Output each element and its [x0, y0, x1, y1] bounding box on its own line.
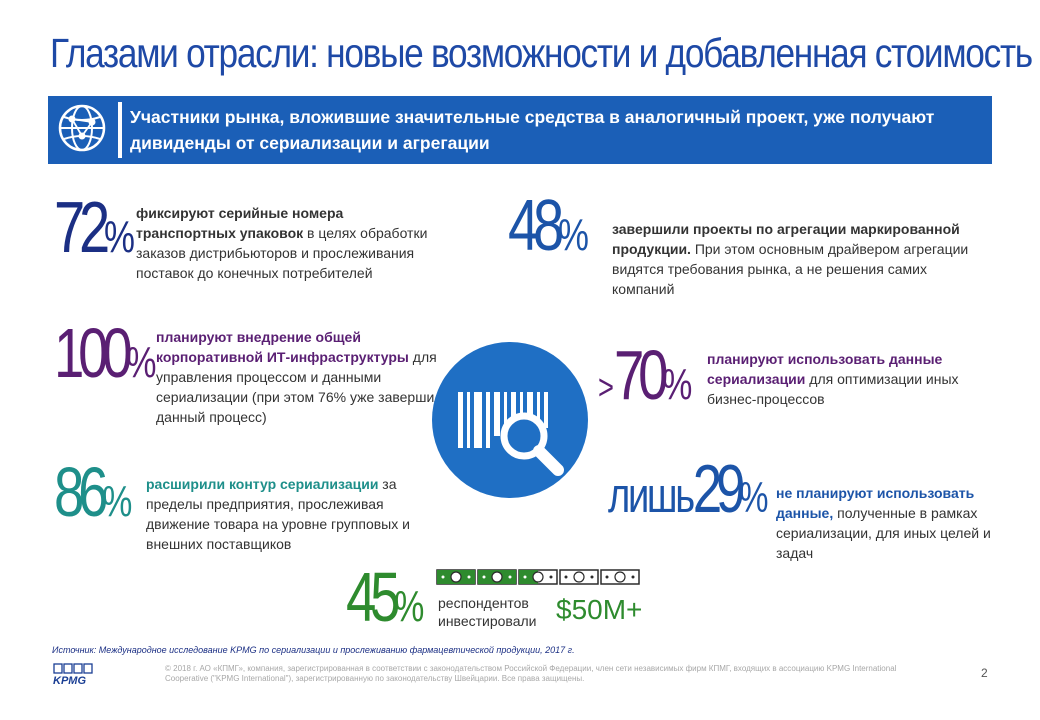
- stat-86-rest: за пределы предприятия, прослеживая движ…: [146, 476, 410, 552]
- stat-100-rest: для управления процессом и данными сериа…: [156, 349, 451, 425]
- stat-100-bold: планируют внедрение общей корпоративной …: [156, 329, 409, 365]
- stat-29-rest: полученные в рамках сериализации, для ин…: [776, 505, 991, 561]
- stat-45-text: респондентов инвестировали: [438, 595, 537, 629]
- stat-70-number: >70%: [598, 336, 692, 414]
- kpmg-logo: KPMG: [53, 663, 93, 685]
- stat-72-rest: в целях обработки заказов дистрибьюторов…: [136, 225, 428, 281]
- money-note-icon: [600, 569, 640, 585]
- stat-70-bold: планируют использовать данные сериализац…: [707, 351, 943, 387]
- stat-29-number: лишь29%: [608, 451, 769, 527]
- stat-72-bold: фиксируют серийные номера транспортных у…: [136, 205, 344, 241]
- stat-72-text-top: фиксируют серийные номера транспортных у…: [136, 203, 446, 283]
- stat-70-rest: для оптимизации иных бизнес-процессов: [707, 371, 959, 407]
- banner-message: Участники рынка, вложившие значительные …: [130, 107, 935, 153]
- globe-network-icon: [58, 104, 106, 152]
- stat-29-text: не планируют использовать данные, получе…: [776, 483, 1006, 563]
- stat-86-text: расширили контур сериализации за пределы…: [146, 474, 436, 554]
- stat-45-amount: $50M+: [556, 594, 643, 625]
- stat-100-number: 100%: [54, 314, 156, 392]
- stat-100-text: планируют внедрение общей корпоративной …: [156, 327, 456, 427]
- money-note-icon: [436, 569, 476, 585]
- stat-45-number: 45%: [346, 558, 424, 636]
- stat-72-number: 72%: [54, 188, 135, 268]
- stat-86-bold: расширили контур сериализации: [146, 476, 379, 492]
- stat-48-bold: завершили проекты по агрегации маркирова…: [612, 221, 960, 257]
- stat-86-number: 86%: [54, 453, 132, 531]
- stat-48-text: завершили проекты по агрегации маркирова…: [612, 219, 992, 299]
- key-message-banner: Участники рынка, вложившие значительные …: [48, 96, 992, 164]
- money-notes: [436, 569, 640, 585]
- banner-divider: [118, 102, 122, 158]
- page-number: 2: [981, 666, 988, 680]
- page-title: Глазами отрасли: новые возможности и доб…: [50, 30, 1033, 76]
- barcode-magnifier-icon: [432, 342, 588, 498]
- svg-text:KPMG: KPMG: [53, 675, 86, 685]
- money-note-icon: [477, 569, 517, 585]
- stat-70-text: планируют использовать данные сериализац…: [707, 349, 997, 409]
- source-note: Источник: Международное исследование KPM…: [52, 645, 575, 655]
- stat-48-number: 48%: [508, 186, 589, 266]
- money-note-icon: [518, 569, 558, 585]
- copyright-text: © 2018 г. АО «КПМГ», компания, зарегистр…: [165, 664, 897, 683]
- stat-29-bold: не планируют использовать данные,: [776, 485, 975, 521]
- money-note-icon: [559, 569, 599, 585]
- stat-48-rest: При этом основным драйвером агрегации ви…: [612, 241, 969, 297]
